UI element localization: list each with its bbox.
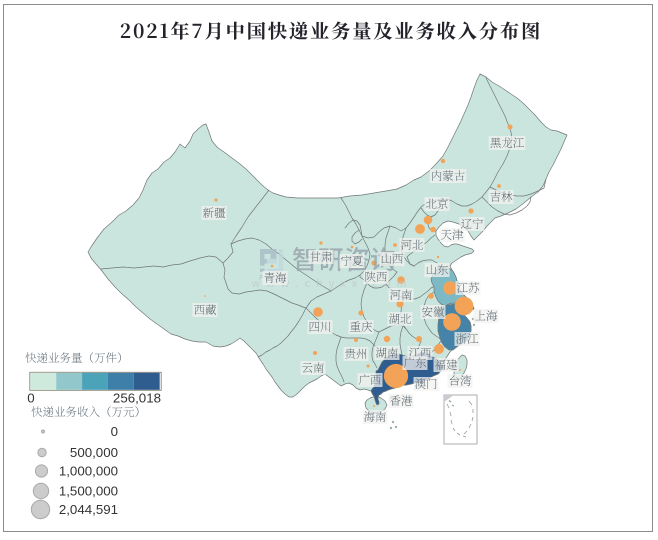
svg-text:0: 0 xyxy=(27,391,34,406)
svg-text:1,500,000: 1,500,000 xyxy=(59,484,118,499)
svg-text:256,018: 256,018 xyxy=(113,391,161,406)
svg-text:500,000: 500,000 xyxy=(70,445,118,460)
svg-text:0: 0 xyxy=(111,424,118,439)
svg-text:2,044,591: 2,044,591 xyxy=(59,502,118,517)
svg-text:1,000,000: 1,000,000 xyxy=(59,464,118,479)
